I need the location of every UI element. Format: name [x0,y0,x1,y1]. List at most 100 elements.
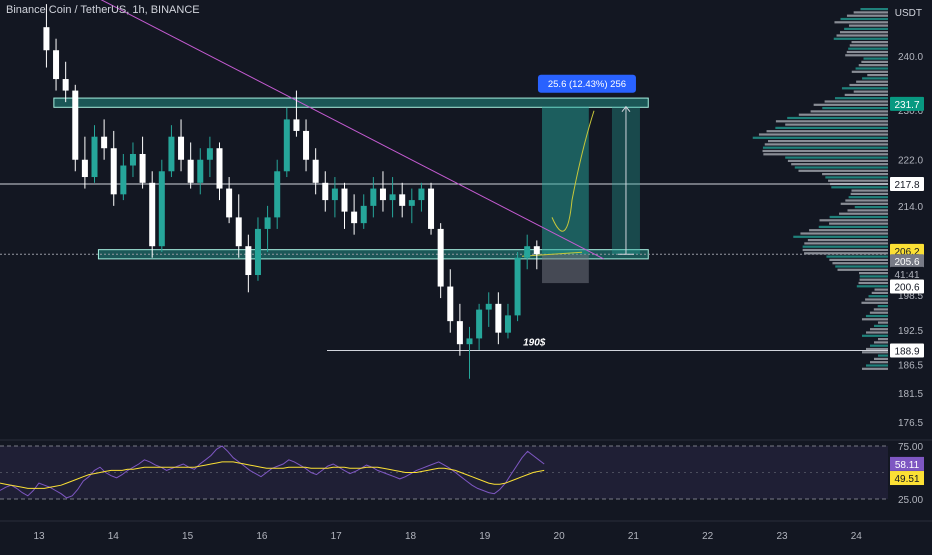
volume-profile-bar [873,324,888,327]
candle-body [360,205,367,224]
volume-profile-bar [787,159,888,162]
volume-profile-bar [860,8,888,11]
volume-profile-bar [794,166,888,169]
volume-profile-bar [764,143,888,146]
price-label-bg [890,279,924,294]
y-axis-tick: 176.5 [898,418,923,429]
volume-profile-bar [868,295,888,298]
volume-profile-bar [869,328,888,331]
volume-profile-bar [874,357,888,360]
candle-body [312,159,319,183]
candle-body [504,315,511,333]
volume-profile-bar [848,24,888,27]
volume-profile-bar [834,97,888,100]
x-axis-tick: 22 [702,531,714,542]
candle-body [322,182,329,201]
volume-profile-bar [850,192,888,195]
volume-profile-bar [853,90,888,93]
candle-body [437,228,444,287]
volume-profile-bar [873,341,888,344]
price-label-bg [890,266,924,281]
volume-profile-bar [822,107,888,110]
candle-body [379,188,386,201]
candle-body [408,200,415,206]
volume-profile-bar [856,285,888,288]
price-label-green: 231.7 [894,100,919,111]
volume-profile-bar [758,133,888,136]
candle-body [524,246,531,258]
candle-body [149,182,156,247]
price-label-yellow: 206.2 [894,247,919,258]
volume-profile-bar [851,41,888,44]
candle-body [418,188,425,201]
candle-body [72,90,79,160]
measure-arrowhead [621,105,631,113]
candle-body [226,188,233,218]
price-label-bg [890,254,924,269]
rsi-tick: 25.00 [898,495,923,506]
measure-label-bg [537,74,636,93]
x-axis-tick: 20 [554,531,566,542]
volume-profile-bar [861,301,888,304]
price-label-bg [890,96,924,111]
y-axis-tick: 240.0 [898,52,923,63]
volume-profile-bar [762,146,888,149]
volume-profile-bar [839,31,888,34]
candle-body [101,136,108,149]
y-axis-tick: 214.0 [898,202,923,213]
volume-profile-bar [791,163,888,166]
candle-body [533,246,540,255]
price-label-white: 200.6 [894,283,919,294]
measure-label: 25.6 (12.43%) 256 [548,79,626,90]
price-label-grey-text: 41:41 [894,270,919,281]
candle-body [428,188,435,229]
price-label-white: 217.8 [894,180,919,191]
candle-body [456,321,463,345]
volume-profile-bar [865,331,888,334]
x-axis-tick: 18 [405,531,417,542]
volume-profile-bar [859,278,888,281]
volume-profile-bar [866,364,888,367]
volume-profile-bar [862,367,888,370]
volume-profile-bar [878,354,888,357]
candle-body [139,153,146,183]
long-position-target-zone [542,106,589,255]
projection-curve [551,110,595,232]
candle-body [245,246,252,276]
volume-profile-bar [877,338,888,341]
volume-profile-bar [804,242,888,245]
volume-profile-bar [848,196,888,199]
x-axis-tick: 14 [108,531,120,542]
volume-profile-bar [802,245,888,248]
volume-profile-bar [867,74,888,77]
candle-body [254,228,261,276]
candle-body [466,338,473,345]
y-axis-tick: 186.5 [898,360,923,371]
volume-profile-bar [798,113,888,116]
volume-profile-bar [845,54,888,57]
candle-body [206,148,213,160]
volume-profile-bar [865,298,888,301]
y-axis-tick: 198.5 [898,291,923,302]
volume-profile-bar [826,255,888,258]
candle-body [158,171,165,247]
annotation-190: 190$ [523,337,546,348]
volume-profile-bar [839,212,888,215]
candle-body [341,188,348,212]
volume-profile-bar [851,189,888,192]
volume-profile-bar [831,186,888,189]
volume-profile-bar [775,126,888,129]
candle-body [389,194,396,201]
volume-profile-bar [775,120,888,123]
volume-profile-bar [809,229,888,232]
volume-profile-bar [828,179,888,182]
candle-body [274,171,281,218]
candle-body [476,309,483,339]
x-axis-tick: 24 [851,531,863,542]
volume-profile-bar [862,351,888,354]
volume-profile-bar [859,272,888,275]
volume-profile-bar [863,57,888,60]
volume-profile-bar [854,206,888,209]
